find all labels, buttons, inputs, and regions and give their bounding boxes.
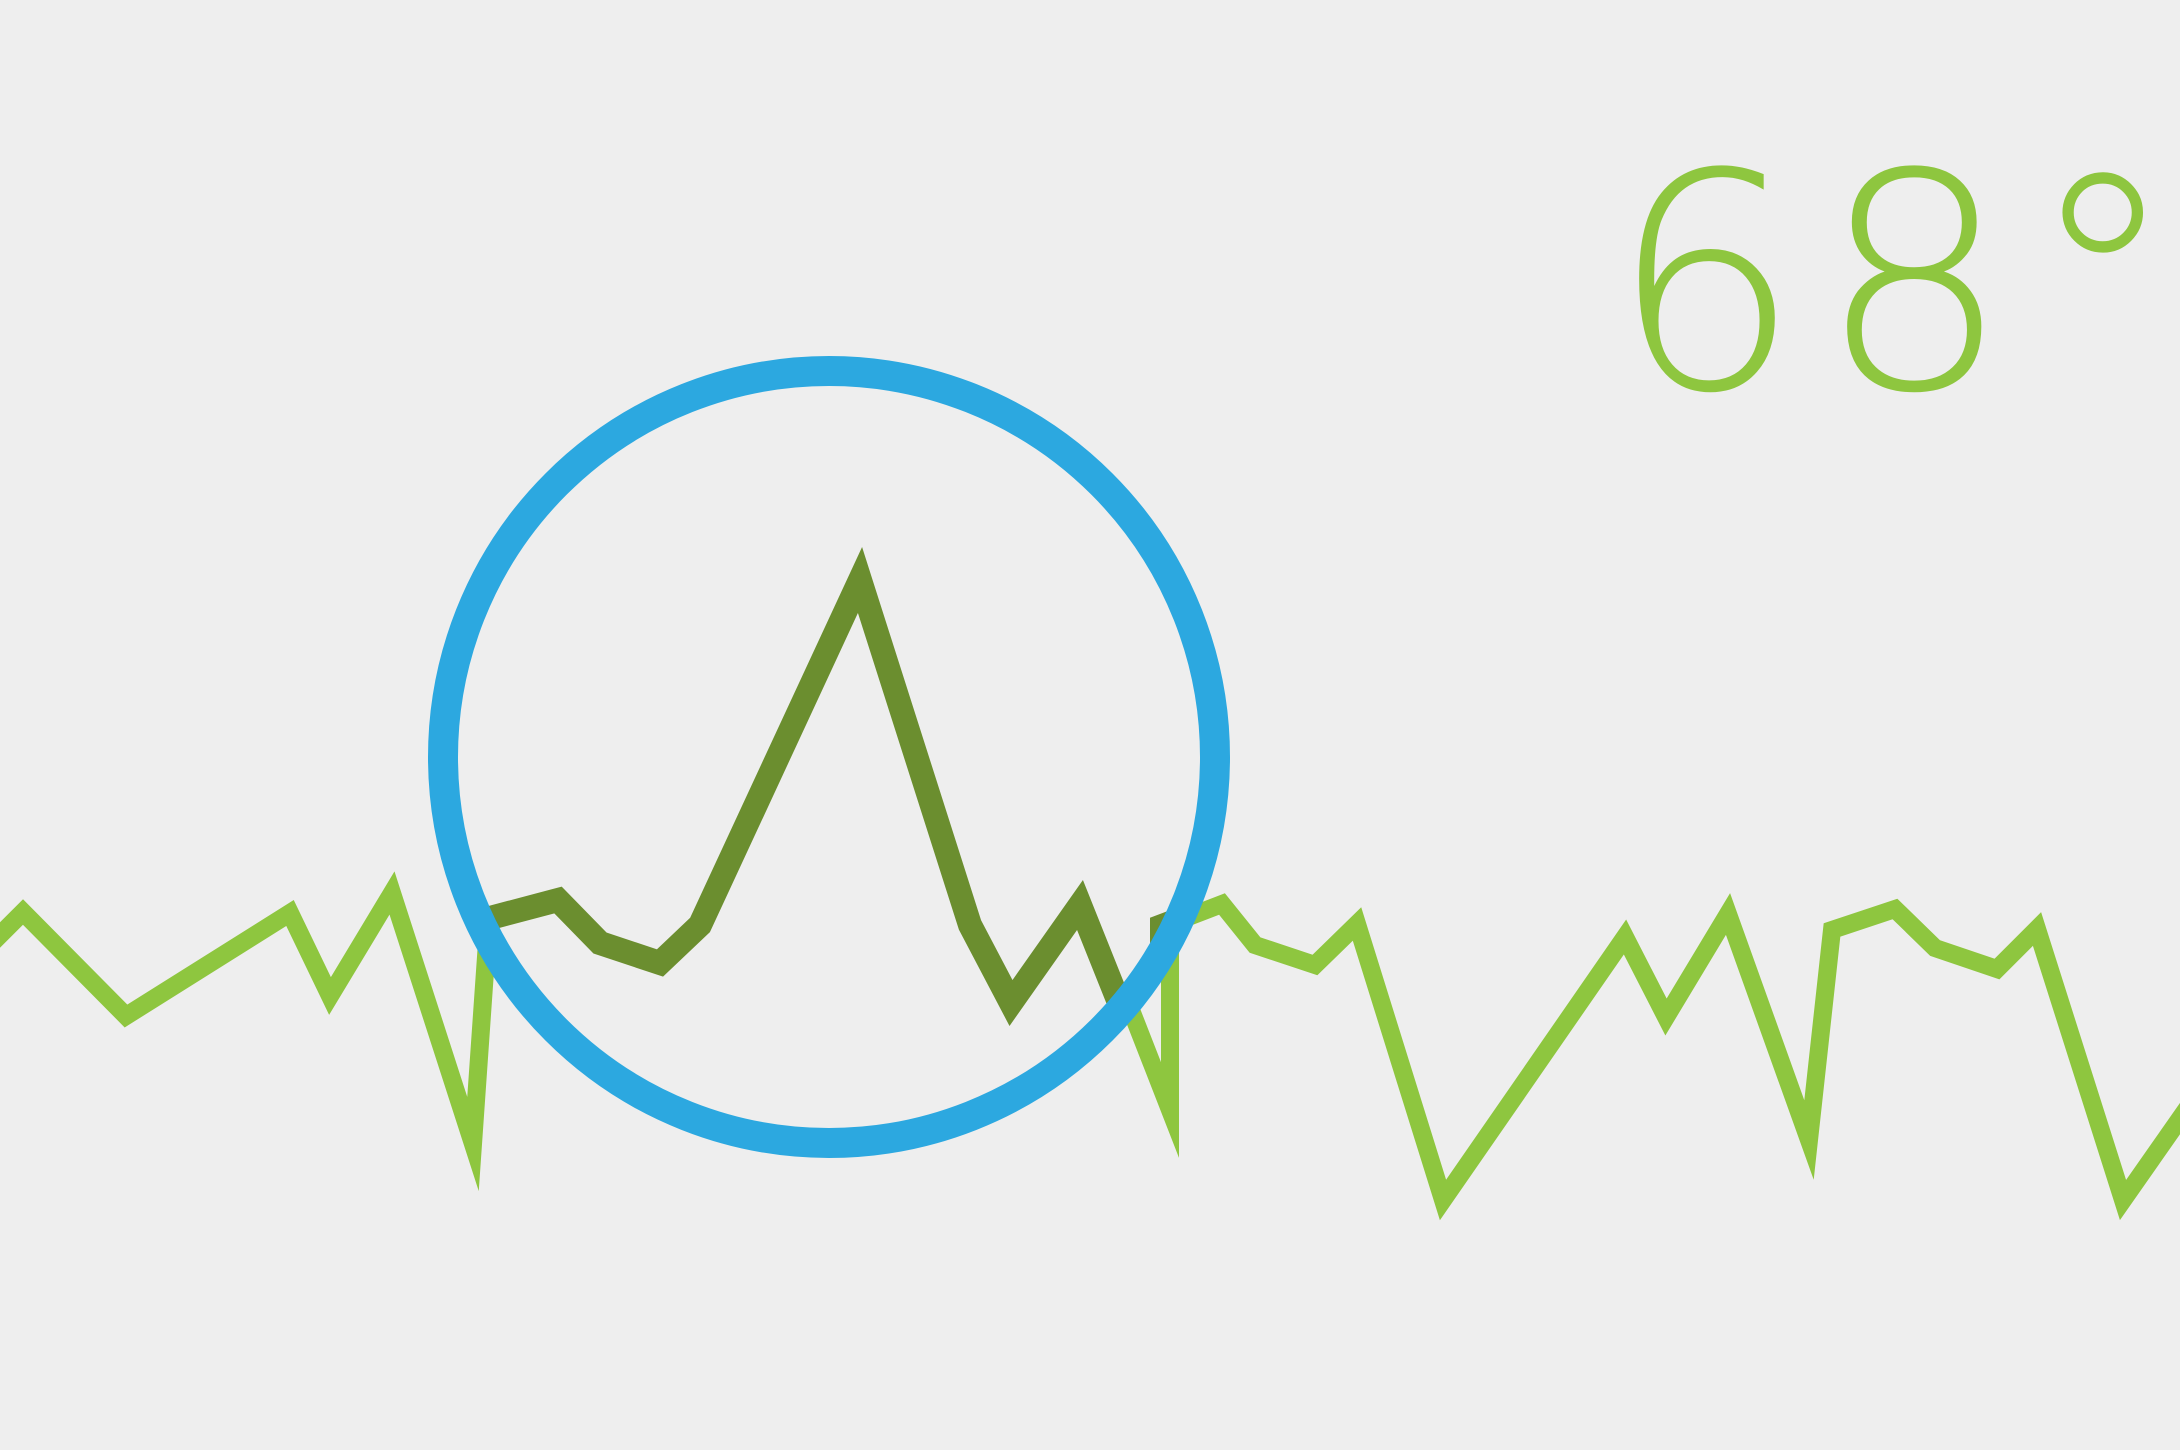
temperature-readout: 68° <box>1610 110 2180 459</box>
magnifier-ring-icon <box>428 356 1230 1158</box>
temperature-trace-line <box>0 541 2180 1221</box>
